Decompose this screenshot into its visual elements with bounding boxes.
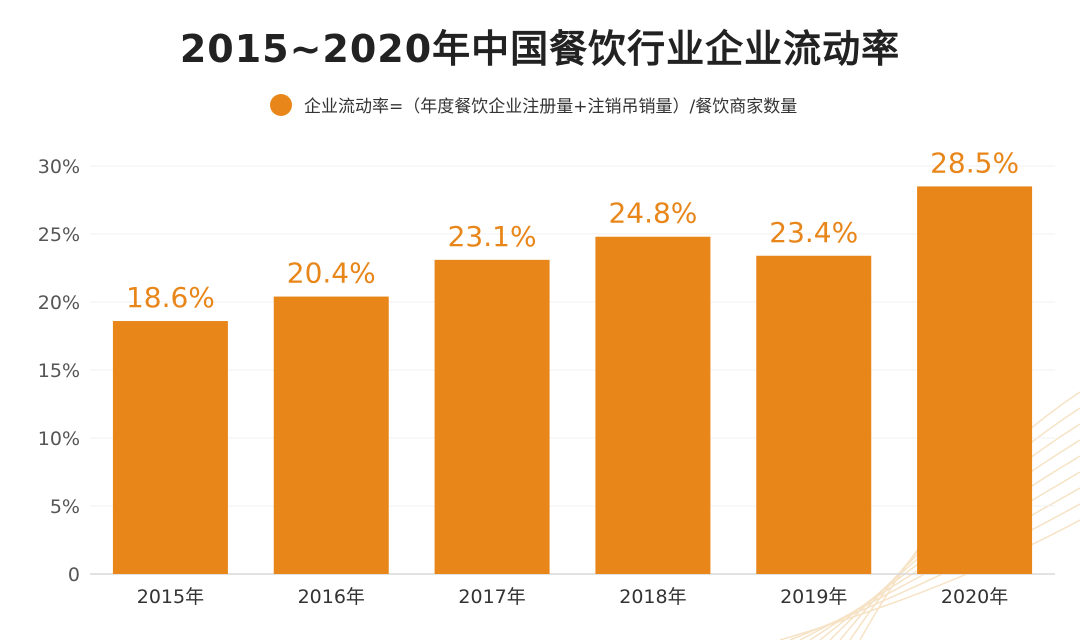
chart-title: 2015~2020年中国餐饮行业企业流动率	[179, 27, 901, 71]
x-tick-label: 2019年	[780, 586, 847, 608]
y-tick-label: 25%	[38, 224, 80, 246]
bar	[756, 255, 872, 574]
bar	[595, 236, 711, 574]
x-tick-label: 2016年	[298, 586, 365, 608]
bar	[112, 321, 228, 574]
y-tick-label: 5%	[50, 496, 80, 518]
y-tick-label: 0	[68, 564, 80, 586]
x-tick-label: 2020年	[941, 586, 1008, 608]
bar	[273, 296, 389, 574]
x-tick-label: 2017年	[458, 586, 525, 608]
bar	[917, 186, 1033, 574]
legend: 企业流动率=（年度餐饮企业注册量+注销吊销量）/餐饮商家数量	[270, 92, 797, 117]
data-label: 24.8%	[608, 197, 697, 230]
legend-label: 企业流动率=（年度餐饮企业注册量+注销吊销量）/餐饮商家数量	[304, 97, 798, 117]
y-tick-label: 10%	[38, 428, 80, 450]
y-tick-label: 20%	[38, 292, 80, 314]
y-tick-label: 15%	[38, 360, 80, 382]
x-tick-label: 2015年	[137, 586, 204, 608]
data-label: 23.4%	[769, 216, 858, 249]
data-label: 20.4%	[287, 257, 376, 290]
data-label: 18.6%	[126, 281, 215, 314]
legend-swatch	[270, 93, 292, 116]
data-label: 23.1%	[448, 220, 537, 253]
bar	[434, 259, 550, 574]
x-tick-label: 2018年	[619, 586, 686, 608]
y-tick-label: 30%	[38, 156, 80, 178]
data-label: 28.5%	[930, 146, 1019, 179]
